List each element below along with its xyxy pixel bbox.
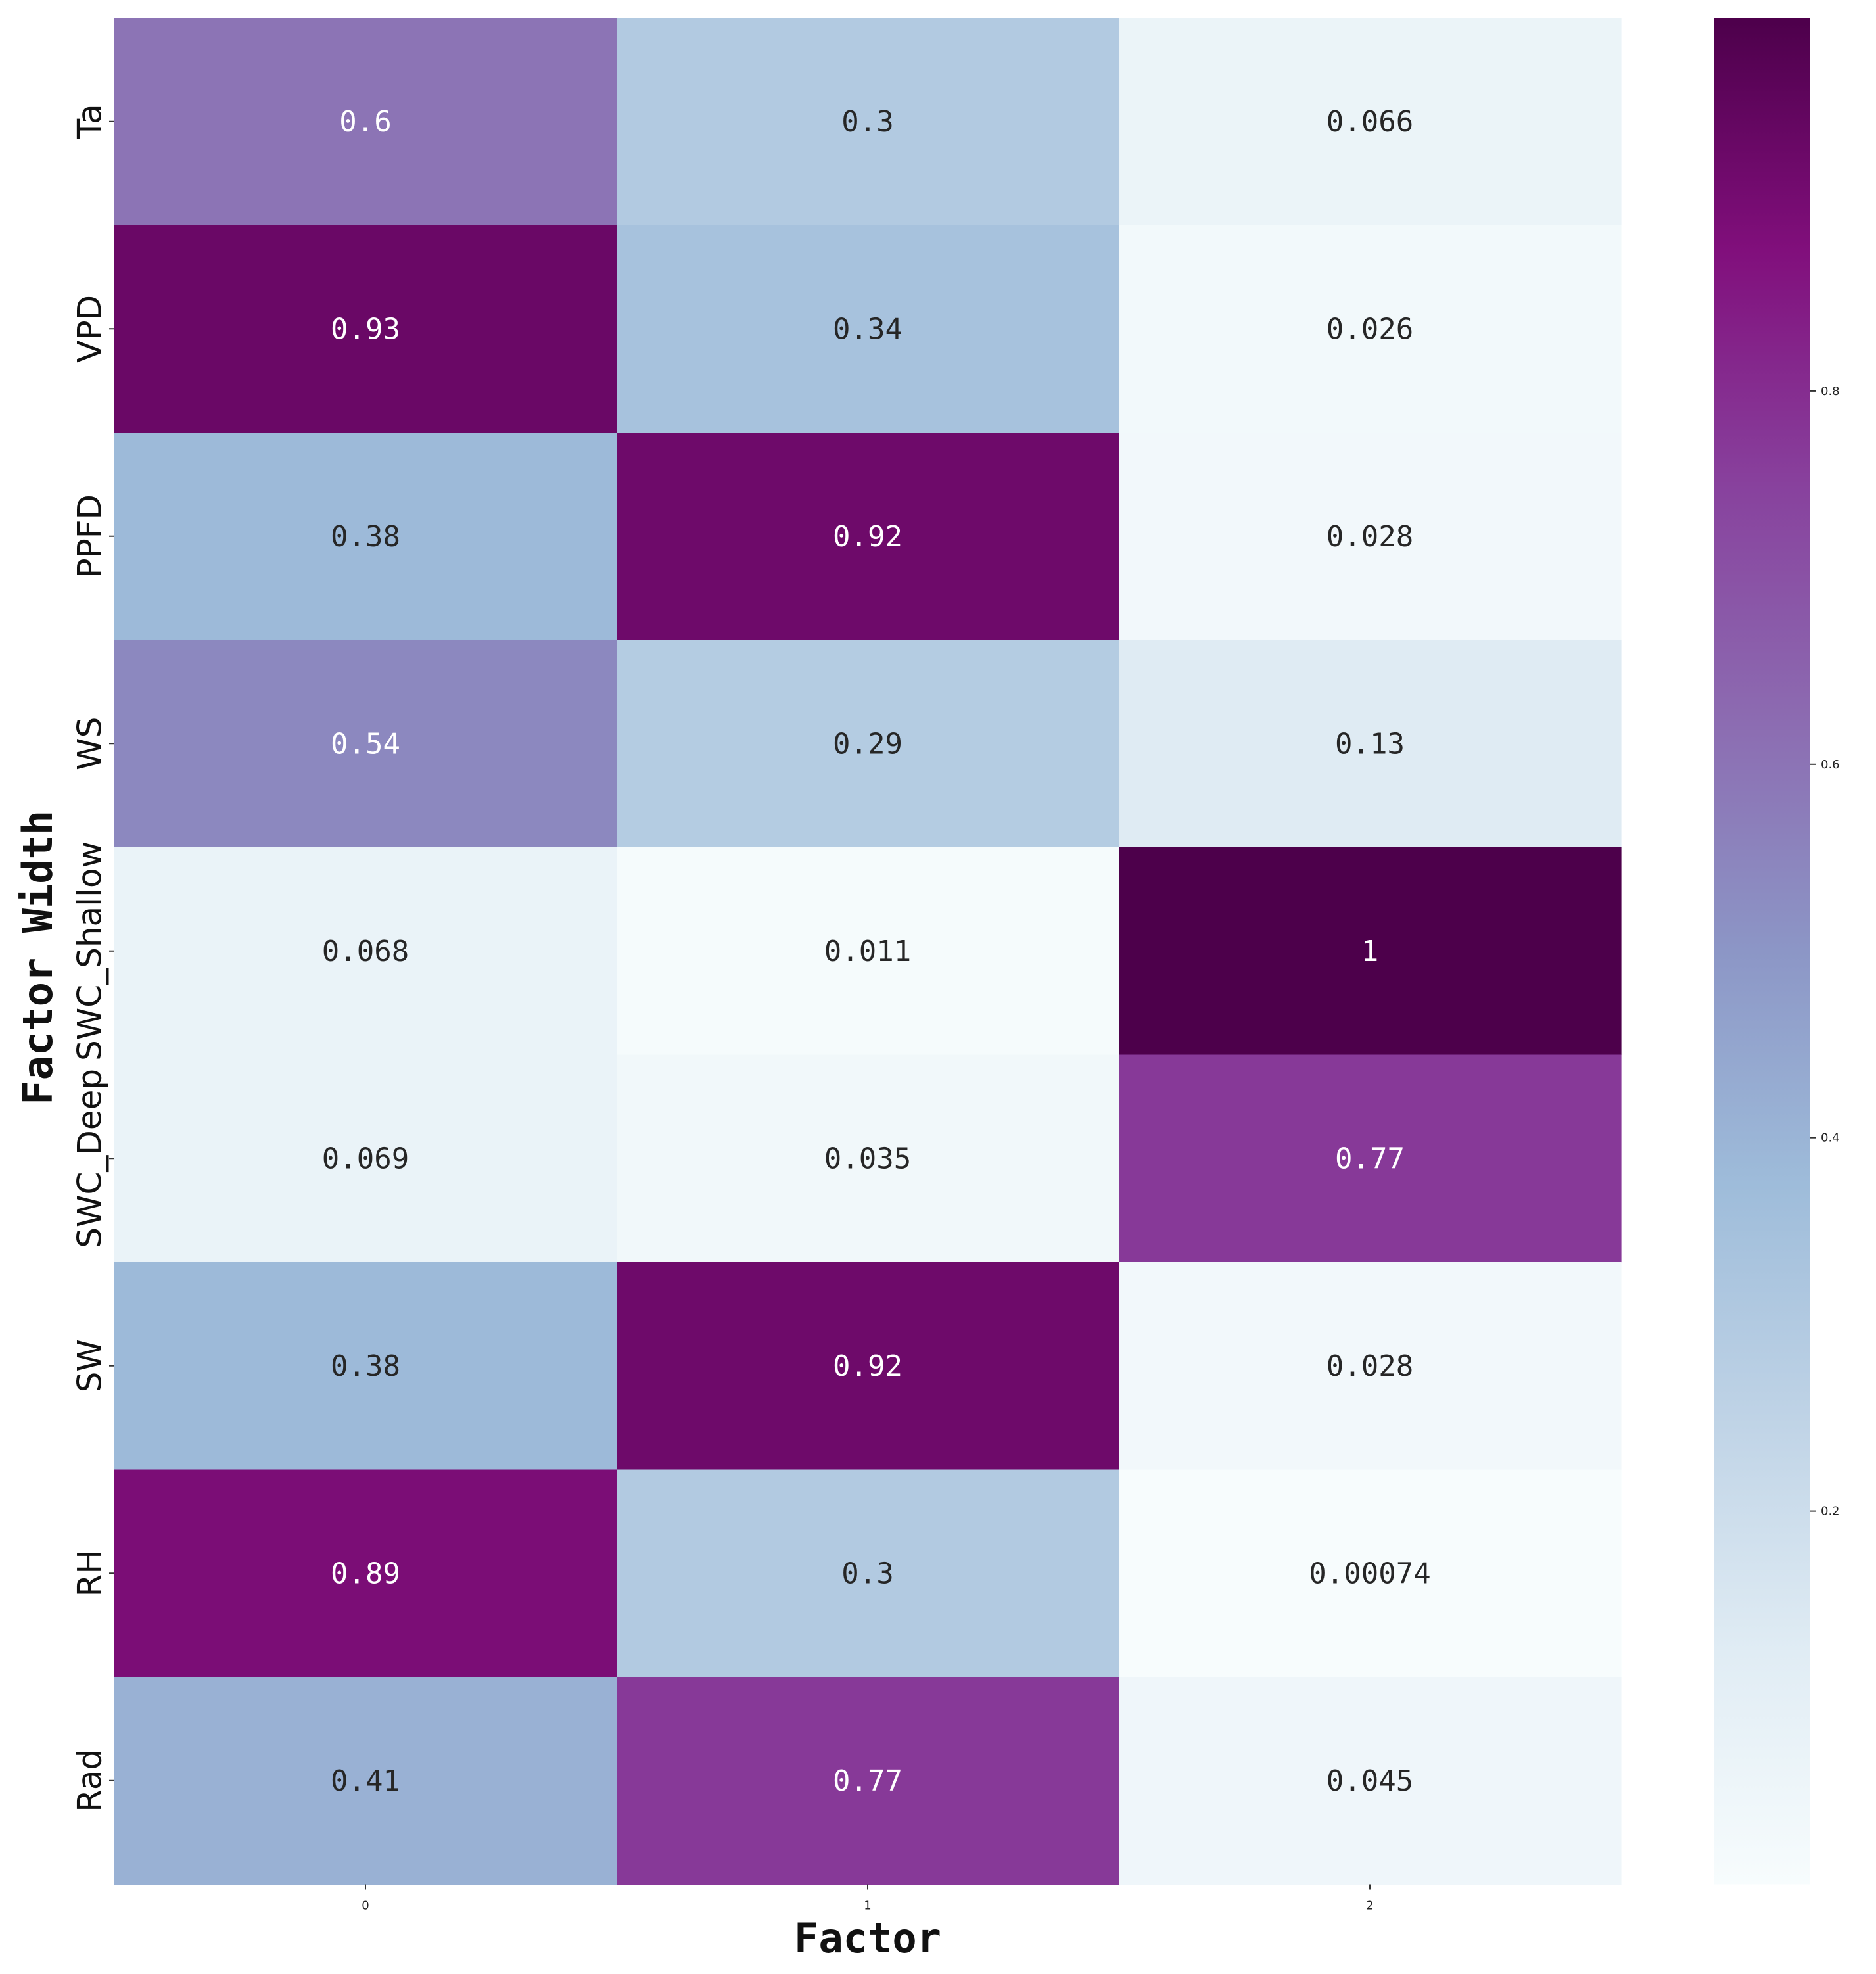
cell-value-label: 0.3 (841, 1557, 893, 1590)
heatmap-cell-SWC_Shallow-0 (114, 847, 617, 1056)
cell-value-label: 0.00074 (1309, 1557, 1430, 1590)
heatmap-cell-SWC_Deep-2 (1119, 1054, 1622, 1263)
heatmap-cell-Ta-0 (114, 18, 617, 226)
cell-value-label: 0.54 (331, 727, 400, 761)
y-tick-labels: Ta VPD PPFD WS SWC_Shallow SWC_Deep SW RH Rad (71, 104, 114, 1812)
heatmap-cell-SW-0 (114, 1262, 617, 1470)
y-tick-label-PPFD: PPFD (71, 494, 109, 578)
y-tick-label-SWC_Shallow: SWC_Shallow (71, 841, 109, 1061)
heatmap-cell-Rad-1 (617, 1677, 1119, 1885)
cell-value-label: 0.011 (824, 935, 911, 968)
cell-value-label: 0.29 (833, 727, 903, 761)
cell-value-label: 0.92 (833, 520, 903, 553)
cell-value-label: 0.045 (1326, 1764, 1413, 1798)
heatmap-cells (114, 18, 1622, 1885)
x-axis-title: Factor (794, 1914, 941, 1962)
heatmap-cell-SW-1 (617, 1262, 1119, 1470)
cell-value-label: 0.38 (331, 520, 400, 553)
cell-value-label: 0.069 (322, 1142, 409, 1175)
heatmap-cell-PPFD-1 (617, 433, 1119, 641)
cell-value-label: 0.41 (331, 1764, 400, 1798)
colorbar-tick-label: 0.6 (1821, 758, 1840, 772)
cell-value-label: 0.035 (824, 1142, 911, 1175)
cell-value-label: 0.77 (1335, 1142, 1405, 1175)
y-tick-label-SW: SW (71, 1339, 109, 1392)
colorbar-tick-label: 0.4 (1821, 1131, 1840, 1145)
heatmap-cell-SWC_Deep-0 (114, 1054, 617, 1263)
heatmap-cell-SWC_Shallow-1 (617, 847, 1119, 1056)
cell-value-label: 0.77 (833, 1764, 903, 1798)
heatmap-cell-SWC_Shallow-2 (1119, 847, 1622, 1056)
cell-value-label: 0.92 (833, 1350, 903, 1383)
y-tick-label-SWC_Deep: SWC_Deep (71, 1069, 109, 1248)
cell-value-label: 0.38 (331, 1350, 400, 1383)
y-tick-label-VPD: VPD (71, 295, 109, 363)
heatmap-cell-WS-1 (617, 640, 1119, 848)
cell-value-label: 0.068 (322, 935, 409, 968)
x-tick-labels: 0 1 2 (362, 1884, 1374, 1913)
heatmap-cell-Rad-0 (114, 1677, 617, 1885)
heatmap-cell-labels: 0.6 0.3 0.066 0.93 0.34 0.026 0.38 0.92 0.028 0.5… (322, 105, 1431, 1798)
heatmap-cell-Ta-2 (1119, 18, 1622, 226)
heatmap-cell-PPFD-2 (1119, 433, 1622, 641)
colorbar-ticks: 0.2 0.4 0.6 0.8 (1810, 385, 1840, 1518)
heatmap-cell-VPD-2 (1119, 225, 1622, 433)
cell-value-label: 0.34 (833, 312, 903, 346)
cell-value-label: 0.13 (1335, 727, 1405, 761)
heatmap-cell-Rad-2 (1119, 1677, 1622, 1885)
heatmap-cell-VPD-0 (114, 225, 617, 433)
heatmap-cell-SW-2 (1119, 1262, 1622, 1470)
heatmap-cell-VPD-1 (617, 225, 1119, 433)
heatmap-cell-RH-0 (114, 1469, 617, 1678)
y-axis-title: Factor Width (14, 811, 62, 1105)
heatmap-cell-RH-1 (617, 1469, 1119, 1678)
heatmap-cell-WS-2 (1119, 640, 1622, 848)
y-tick-label-Rad: Rad (71, 1749, 109, 1812)
colorbar-gradient (1714, 18, 1810, 1885)
cell-value-label: 1 (1361, 935, 1379, 968)
cell-value-label: 0.89 (331, 1557, 400, 1590)
cell-value-label: 0.026 (1326, 312, 1413, 346)
colorbar: 0.2 0.4 0.6 0.8 (1714, 18, 1840, 1885)
heatmap-cell-RH-2 (1119, 1469, 1622, 1678)
y-tick-label-WS: WS (71, 717, 109, 770)
cell-value-label: 0.6 (339, 105, 391, 139)
x-tick-label-2: 2 (1366, 1899, 1373, 1913)
y-tick-label-Ta: Ta (71, 104, 109, 139)
x-tick-label-1: 1 (864, 1899, 871, 1913)
heatmap-cell-PPFD-0 (114, 433, 617, 641)
heatmap-cell-Ta-1 (617, 18, 1119, 226)
cell-value-label: 0.066 (1326, 105, 1413, 139)
cell-value-label: 0.028 (1326, 1350, 1413, 1383)
y-tick-label-RH: RH (71, 1549, 109, 1597)
cell-value-label: 0.3 (841, 105, 893, 139)
cell-value-label: 0.028 (1326, 520, 1413, 553)
heatmap-cell-SWC_Deep-1 (617, 1054, 1119, 1263)
x-tick-label-0: 0 (362, 1899, 369, 1913)
colorbar-tick-label: 0.8 (1821, 385, 1840, 398)
cell-value-label: 0.93 (331, 312, 400, 346)
colorbar-tick-label: 0.2 (1821, 1505, 1840, 1518)
heatmap-cell-WS-0 (114, 640, 617, 848)
